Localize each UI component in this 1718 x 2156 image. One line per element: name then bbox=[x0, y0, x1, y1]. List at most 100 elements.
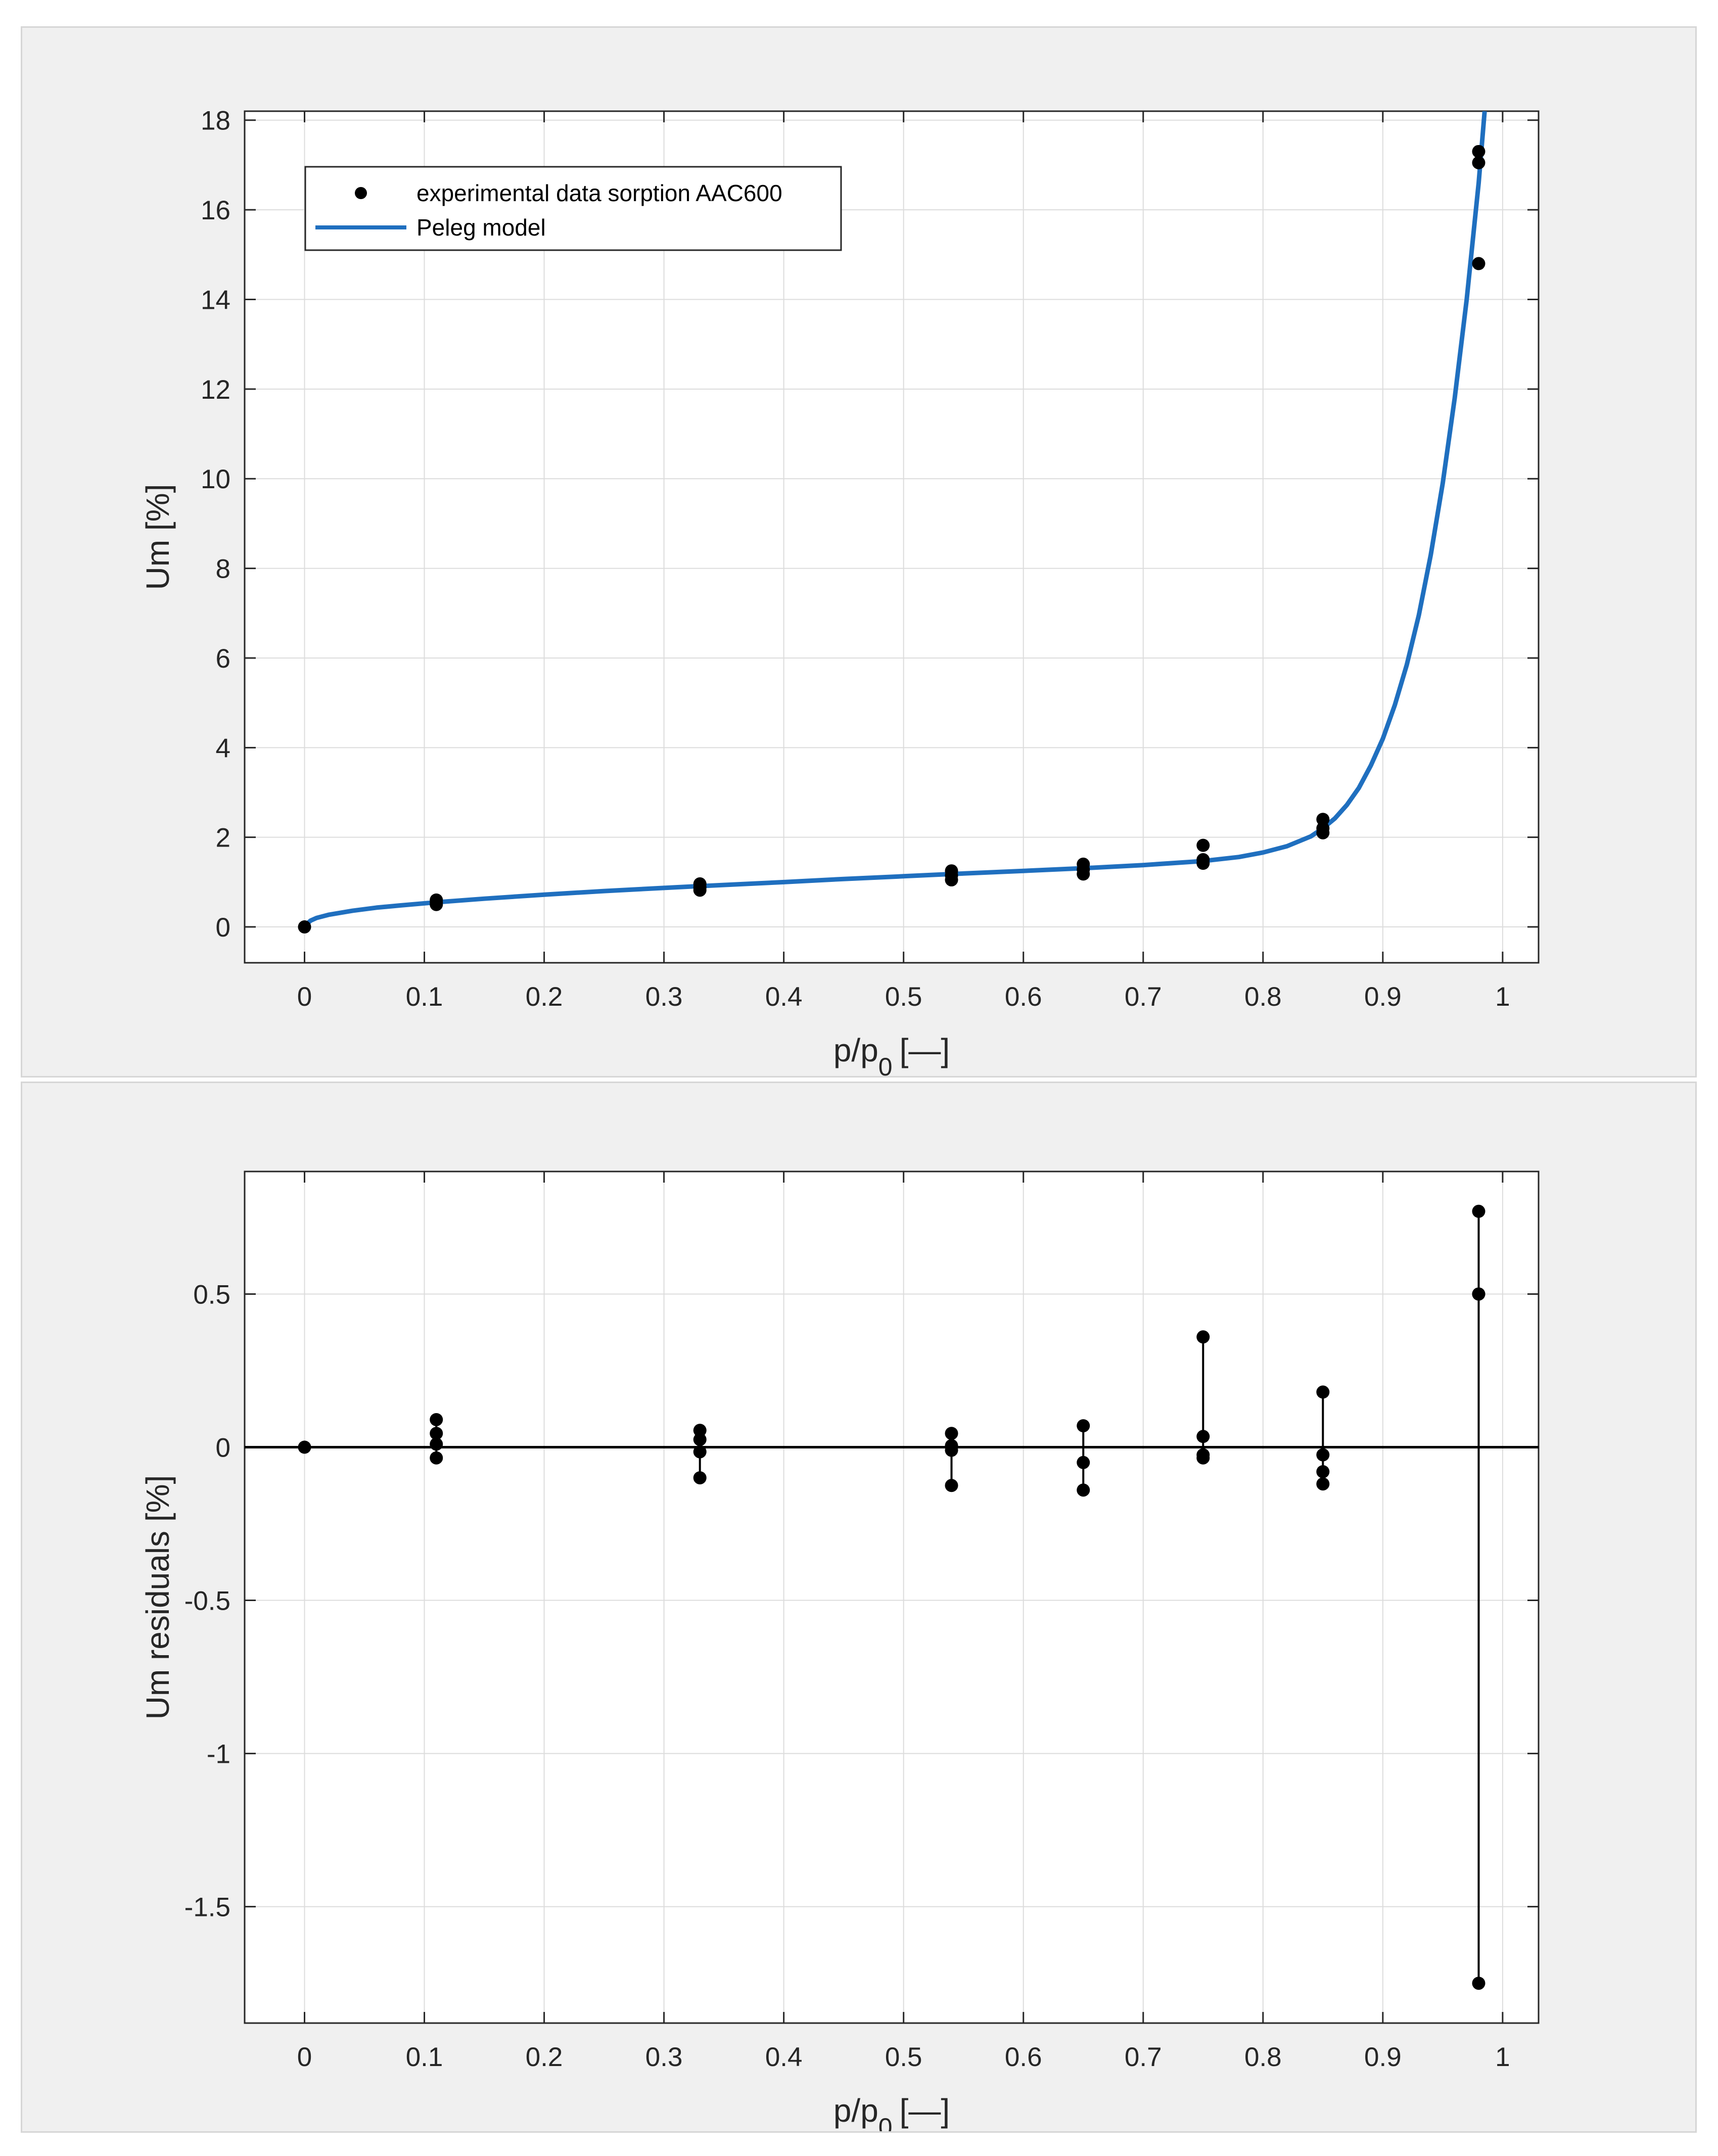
experimental-points bbox=[298, 145, 1485, 934]
x-tick-label: 0.6 bbox=[1005, 2042, 1042, 2072]
data-point bbox=[1472, 145, 1485, 158]
data-point bbox=[1316, 826, 1330, 839]
residual-point bbox=[1077, 1456, 1090, 1469]
sorption-isotherm-chart: 0 0.1 0.2 0.3 0.4 0.5 0.6 0.7 0.8 0.9 102468101214… bbox=[140, 106, 1540, 1076]
y-tick-label: 0 bbox=[216, 1433, 230, 1463]
y-tick-label: -1 bbox=[207, 1740, 230, 1769]
x-tick-label: 1 bbox=[1495, 982, 1510, 1012]
residual-point bbox=[693, 1433, 707, 1446]
data-point bbox=[298, 920, 311, 934]
residual-point bbox=[430, 1413, 443, 1426]
x-tick-label: 0.5 bbox=[885, 982, 922, 1012]
y-tick-label: 14 bbox=[201, 285, 230, 315]
x-tick-label: 0.8 bbox=[1244, 2042, 1282, 2072]
residual-point bbox=[430, 1427, 443, 1440]
x-tick-label: 0.8 bbox=[1244, 982, 1282, 1012]
x-axis-label-unit: [—] bbox=[900, 2092, 950, 2129]
residual-point bbox=[1316, 1465, 1330, 1478]
x-tick-label: 0.1 bbox=[406, 2042, 443, 2072]
residual-point bbox=[693, 1424, 707, 1437]
y-axis-label: Um residuals [%] bbox=[140, 1475, 176, 1720]
y-tick-label: 2 bbox=[216, 823, 230, 853]
y-tick-label: 4 bbox=[216, 733, 230, 763]
y-axis-label: Um [%] bbox=[140, 484, 176, 590]
y-tick-label: 8 bbox=[216, 554, 230, 584]
x-tick-label: 0.4 bbox=[765, 2042, 803, 2072]
residual-point bbox=[1472, 1287, 1485, 1301]
residual-point bbox=[693, 1445, 707, 1459]
residual-stems bbox=[298, 1204, 1485, 1990]
residual-point bbox=[1077, 1483, 1090, 1497]
data-point bbox=[1472, 156, 1485, 169]
residual-point bbox=[430, 1451, 443, 1465]
chart-panel-residuals: 0 0.1 0.2 0.3 0.4 0.5 0.6 0.7 0.8 0.9 1 -1.5 -1 -0.5 0… bbox=[21, 1082, 1697, 2133]
residual-point bbox=[1316, 1477, 1330, 1491]
x-tick-label: 0.2 bbox=[526, 982, 563, 1012]
y-tick-label: 0 bbox=[216, 913, 230, 943]
x-tick-label: 0.4 bbox=[765, 982, 803, 1012]
x-tick-label: 0.7 bbox=[1125, 2042, 1162, 2072]
residuals-chart: 0 0.1 0.2 0.3 0.4 0.5 0.6 0.7 0.8 0.9 1 -1.5 -1 -0.5 0… bbox=[140, 1170, 1540, 2131]
x-axis-label: p/p0 [—] bbox=[833, 2092, 950, 2131]
axes-box bbox=[244, 1170, 1540, 2024]
residual-point bbox=[1196, 1330, 1210, 1344]
x-axis-label: p/p0 [—] bbox=[833, 1032, 950, 1076]
chart-panel-sorption: 0 0.1 0.2 0.3 0.4 0.5 0.6 0.7 0.8 0.9 1 0 2 4 6 8 10 12 14… bbox=[21, 26, 1697, 1077]
residual-point bbox=[1316, 1385, 1330, 1399]
y-tick-label: 6 bbox=[216, 644, 230, 674]
residual-point bbox=[1077, 1419, 1090, 1433]
y-tick-label: 18 bbox=[201, 106, 230, 136]
legend-label-data: experimental data sorption AAC600 bbox=[416, 180, 782, 206]
legend-label-model: Peleg model bbox=[416, 214, 546, 241]
y-tick-label: -1.5 bbox=[184, 1893, 230, 1923]
x-tick-label: 0 bbox=[297, 2042, 312, 2072]
x-tick-label: 0.3 bbox=[645, 2042, 683, 2072]
residual-point bbox=[430, 1437, 443, 1451]
peleg-model-line bbox=[303, 111, 1487, 928]
plot-area bbox=[245, 1171, 1539, 2023]
grid-lines bbox=[245, 111, 1539, 963]
residual-point bbox=[1316, 1448, 1330, 1462]
residual-point bbox=[1472, 1977, 1485, 1990]
x-axis-label-main: p/p bbox=[833, 2092, 878, 2129]
y-tick-label: 0.5 bbox=[193, 1280, 230, 1309]
y-tick-label: -0.5 bbox=[184, 1586, 230, 1616]
x-axis-label-unit: [—] bbox=[900, 1032, 950, 1068]
residual-point bbox=[1196, 1451, 1210, 1465]
residual-point bbox=[945, 1427, 958, 1440]
x-tick-label: 0.9 bbox=[1364, 2042, 1402, 2072]
data-point bbox=[945, 873, 958, 886]
x-tick-label: 0.7 bbox=[1125, 982, 1162, 1012]
residual-point bbox=[945, 1479, 958, 1492]
x-tick-label: 0.2 bbox=[526, 2042, 563, 2072]
legend-box bbox=[304, 166, 842, 251]
residual-point bbox=[693, 1471, 707, 1485]
x-tick-label: 0.6 bbox=[1005, 982, 1042, 1012]
residual-point bbox=[945, 1443, 958, 1457]
x-axis-label-subscript: 0 bbox=[878, 1053, 893, 1076]
x-tick-label: 0.1 bbox=[406, 982, 443, 1012]
y-tick-label: 16 bbox=[201, 196, 230, 225]
x-axis-label-main: p/p bbox=[833, 1032, 878, 1068]
grid-lines bbox=[245, 1171, 1539, 2023]
axes-box bbox=[244, 110, 1540, 964]
data-point bbox=[1472, 257, 1485, 270]
legend: experimental data sorption AAC600 Peleg m… bbox=[304, 166, 842, 251]
y-tick-label: 10 bbox=[201, 464, 230, 494]
data-point bbox=[1196, 857, 1210, 870]
x-axis-label-subscript: 0 bbox=[878, 2113, 893, 2131]
x-tick-label: 1 bbox=[1495, 2042, 1510, 2072]
data-point bbox=[693, 883, 707, 897]
residual-point bbox=[298, 1440, 311, 1454]
data-point bbox=[430, 898, 443, 911]
x-tick-label: 0.3 bbox=[645, 982, 683, 1012]
x-tick-label: 0 bbox=[297, 982, 312, 1012]
data-point bbox=[1196, 838, 1210, 852]
residual-point bbox=[1196, 1430, 1210, 1443]
y-tick-label: 12 bbox=[201, 375, 230, 405]
x-tick-label: 0.5 bbox=[885, 2042, 922, 2072]
residual-point bbox=[1472, 1204, 1485, 1218]
legend-marker-data bbox=[355, 187, 367, 199]
data-point bbox=[1077, 867, 1090, 881]
x-tick-label: 0.9 bbox=[1364, 982, 1402, 1012]
